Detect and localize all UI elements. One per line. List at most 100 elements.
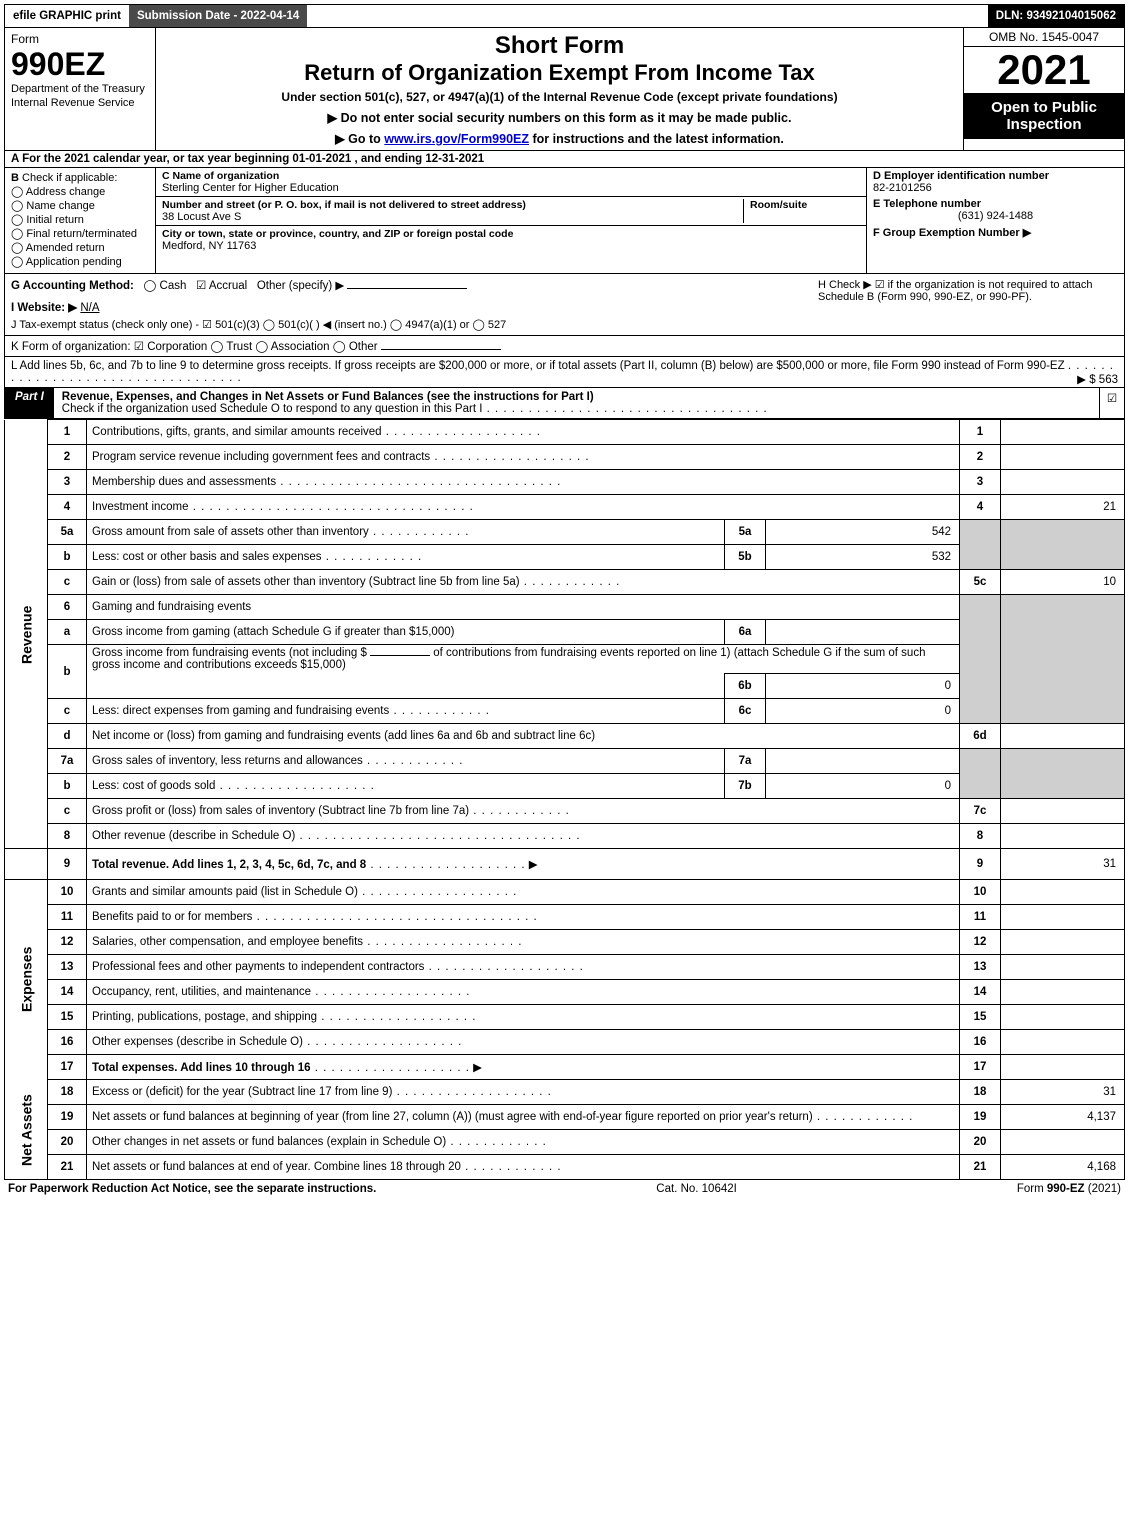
chk-application-pending[interactable]: ◯ Application pending: [11, 255, 149, 268]
section-b: B Check if applicable: ◯ Address change …: [5, 168, 156, 273]
ln-17-val: [1001, 1055, 1125, 1080]
chk-amended-return[interactable]: ◯ Amended return: [11, 241, 149, 254]
chk-name-change[interactable]: ◯ Name change: [11, 199, 149, 212]
ln-6a-subval: [766, 620, 960, 645]
form-label: Form: [11, 32, 149, 46]
ln-14-num: 14: [48, 980, 87, 1005]
ln-20-desc: Other changes in net assets or fund bala…: [92, 1136, 446, 1148]
title-sub: Under section 501(c), 527, or 4947(a)(1)…: [162, 90, 957, 104]
side-net-assets: Net Assets: [5, 1080, 48, 1180]
ln-4-desc: Investment income: [92, 501, 189, 513]
ln-19-desc: Net assets or fund balances at beginning…: [92, 1111, 813, 1123]
note-ssn: ▶ Do not enter social security numbers o…: [162, 110, 957, 125]
g-cash[interactable]: Cash: [160, 280, 187, 292]
c-city-label: City or town, state or province, country…: [162, 228, 513, 240]
e-label: E Telephone number: [873, 198, 981, 210]
ln-5a-subval: 542: [766, 520, 960, 545]
ln-7a-subnum: 7a: [725, 749, 766, 774]
irs-link[interactable]: www.irs.gov/Form990EZ: [384, 132, 529, 146]
ln-6c-subval: 0: [766, 699, 960, 724]
ln-11-val: [1001, 905, 1125, 930]
note-link: ▶ Go to www.irs.gov/Form990EZ for instru…: [162, 131, 957, 146]
ln-14-rnum: 14: [960, 980, 1001, 1005]
ln-1-num: 1: [48, 420, 87, 445]
part1-checkbox[interactable]: ☑: [1099, 388, 1124, 418]
ln-15-desc: Printing, publications, postage, and shi…: [92, 1011, 317, 1023]
ln-2-val: [1001, 445, 1125, 470]
note2-suffix: for instructions and the latest informat…: [529, 132, 784, 146]
chk-final-return[interactable]: ◯ Final return/terminated: [11, 227, 149, 240]
note2-prefix: ▶ Go to: [335, 132, 384, 146]
ln-7a-desc: Gross sales of inventory, less returns a…: [92, 755, 363, 767]
ln-17-num: 17: [48, 1055, 87, 1080]
website-value: N/A: [80, 302, 99, 314]
form-header: Form 990EZ Department of the Treasury In…: [4, 28, 1125, 151]
ln-4-num: 4: [48, 495, 87, 520]
ln-11-desc: Benefits paid to or for members: [92, 911, 252, 923]
part1-title: Revenue, Expenses, and Changes in Net As…: [54, 388, 1099, 418]
ln-6-num: 6: [48, 595, 87, 620]
ln-11-num: 11: [48, 905, 87, 930]
row-a-calendar-year: A For the 2021 calendar year, or tax yea…: [4, 151, 1125, 168]
ln-15-num: 15: [48, 1005, 87, 1030]
tax-year: 2021: [964, 47, 1124, 93]
omb-number: OMB No. 1545-0047: [964, 28, 1124, 47]
ln-6c-subnum: 6c: [725, 699, 766, 724]
ln-6d-num: d: [48, 724, 87, 749]
top-bar: efile GRAPHIC print Submission Date - 20…: [4, 4, 1125, 28]
ln-6d-desc: Net income or (loss) from gaming and fun…: [92, 730, 595, 742]
ln-9-rnum: 9: [960, 849, 1001, 880]
ln-10-val: [1001, 880, 1125, 905]
ln-6-desc: Gaming and fundraising events: [92, 601, 251, 613]
ln-9-val: 31: [1001, 849, 1125, 880]
ln-20-val: [1001, 1130, 1125, 1155]
ln-4-val: 21: [1001, 495, 1125, 520]
topbar-spacer: [307, 5, 987, 27]
part1-check-text: Check if the organization used Schedule …: [62, 403, 483, 415]
ln-13-desc: Professional fees and other payments to …: [92, 961, 424, 973]
ln-6b-subnum: 6b: [725, 674, 766, 699]
ln-19-rnum: 19: [960, 1105, 1001, 1130]
ln-6-grey: [960, 595, 1001, 724]
row-a-text: A For the 2021 calendar year, or tax yea…: [11, 153, 484, 165]
ln-14-desc: Occupancy, rent, utilities, and maintena…: [92, 986, 311, 998]
ln-6-greyval: [1001, 595, 1125, 724]
ln-13-val: [1001, 955, 1125, 980]
chk-address-change[interactable]: ◯ Address change: [11, 185, 149, 198]
efile-label[interactable]: efile GRAPHIC print: [5, 5, 129, 27]
ln-7a-num: 7a: [48, 749, 87, 774]
page-footer: For Paperwork Reduction Act Notice, see …: [4, 1180, 1125, 1198]
ln-2-desc: Program service revenue including govern…: [92, 451, 430, 463]
chk-initial-return[interactable]: ◯ Initial return: [11, 213, 149, 226]
ln-19-num: 19: [48, 1105, 87, 1130]
section-h: H Check ▶ ☑ if the organization is not r…: [818, 278, 1118, 303]
ln-10-desc: Grants and similar amounts paid (list in…: [92, 886, 358, 898]
ln-16-rnum: 16: [960, 1030, 1001, 1055]
ln-18-rnum: 18: [960, 1080, 1001, 1105]
footer-right: Form 990-EZ (2021): [1017, 1183, 1121, 1195]
phone-value: (631) 924-1488: [873, 210, 1118, 222]
ln-10-rnum: 10: [960, 880, 1001, 905]
ln-5b-subval: 532: [766, 545, 960, 570]
ln-8-desc: Other revenue (describe in Schedule O): [92, 830, 295, 842]
ln-1-rnum: 1: [960, 420, 1001, 445]
ln-5c-val: 10: [1001, 570, 1125, 595]
open-to-public: Open to Public Inspection: [964, 93, 1124, 139]
ln-5ab-grey: [960, 520, 1001, 570]
ln-9-desc: Total revenue. Add lines 1, 2, 3, 4, 5c,…: [92, 859, 366, 871]
ln-21-desc: Net assets or fund balances at end of ye…: [92, 1161, 461, 1173]
ln-7b-desc: Less: cost of goods sold: [92, 780, 215, 792]
section-c: C Name of organization Sterling Center f…: [156, 168, 867, 273]
c-addr-label: Number and street (or P. O. box, if mail…: [162, 199, 526, 211]
ln-15-rnum: 15: [960, 1005, 1001, 1030]
g-other[interactable]: Other (specify) ▶: [257, 280, 344, 292]
ln-6c-desc: Less: direct expenses from gaming and fu…: [92, 705, 389, 717]
ln-5a-desc: Gross amount from sale of assets other t…: [92, 526, 369, 538]
side-rev-end: [5, 849, 48, 880]
ln-5b-num: b: [48, 545, 87, 570]
row-l: L Add lines 5b, 6c, and 7b to line 9 to …: [4, 357, 1125, 388]
dln-label: DLN: 93492104015062: [988, 5, 1124, 27]
section-def: D Employer identification number 82-2101…: [867, 168, 1124, 273]
g-accrual[interactable]: Accrual: [209, 280, 247, 292]
part1-tab: Part I: [5, 388, 54, 418]
